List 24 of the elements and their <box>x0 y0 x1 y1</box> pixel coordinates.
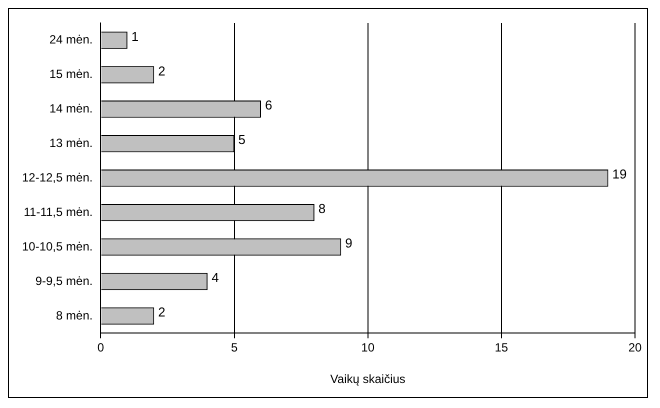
x-axis-title: Vaikų skaičius <box>330 372 406 386</box>
data-label: 9 <box>345 236 352 251</box>
y-tick-label: 24 mėn. <box>49 32 93 47</box>
y-tick-label: 8 mėn. <box>56 308 93 322</box>
x-tick-label: 20 <box>628 340 642 355</box>
data-label: 1 <box>131 28 139 44</box>
y-tick-label: 12-12,5 mėn. <box>22 170 93 184</box>
x-tick-label: 10 <box>361 340 375 355</box>
x-tick-label: 0 <box>97 340 104 355</box>
data-label: 8 <box>318 201 326 216</box>
x-tick-label: 15 <box>494 340 508 355</box>
y-tick-label: 9-9,5 mėn. <box>35 274 93 288</box>
data-label: 5 <box>238 132 246 148</box>
y-tick-label: 13 mėn. <box>49 136 93 150</box>
y-tick-label: 11-11,5 mėn. <box>24 204 93 219</box>
data-label: 4 <box>212 270 219 286</box>
x-tick-label: 5 <box>230 340 238 355</box>
y-tick-label: 10-10,5 mėn. <box>22 239 93 254</box>
data-label: 19 <box>612 166 627 182</box>
data-label: 6 <box>265 98 272 113</box>
y-tick-label: 15 mėn. <box>49 67 93 82</box>
data-label: 2 <box>158 304 166 320</box>
y-tick-label: 14 mėn. <box>49 101 93 116</box>
data-label: 2 <box>158 63 166 78</box>
